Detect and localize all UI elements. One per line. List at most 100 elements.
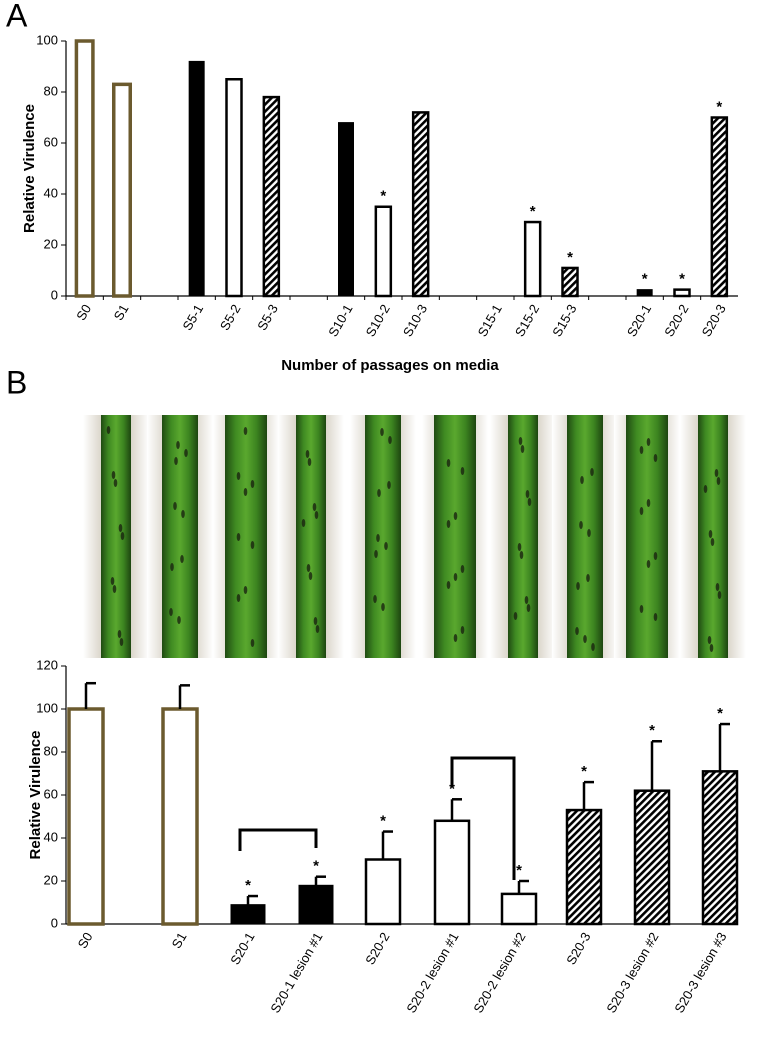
bar xyxy=(636,289,653,297)
significance-marker: * xyxy=(245,877,251,894)
x-tick-label: S10-1 xyxy=(325,302,355,340)
lesion-spot xyxy=(376,534,380,542)
x-tick-label: S15-3 xyxy=(549,302,579,340)
lesion-spot xyxy=(236,594,241,602)
lesion-spot xyxy=(653,454,658,462)
lesion-spot xyxy=(716,477,721,485)
lesion-spot xyxy=(446,581,451,589)
y-tick-label: 80 xyxy=(44,743,58,758)
lesion-spot xyxy=(313,617,318,625)
x-tick-label: S0 xyxy=(73,302,94,323)
x-tick-label: S20-1 lesion #1 xyxy=(267,930,325,1016)
lesion-spot xyxy=(460,565,465,573)
bar xyxy=(565,808,603,926)
leaf xyxy=(101,415,131,658)
lesion-spot xyxy=(305,450,310,458)
leaf xyxy=(225,415,267,658)
y-tick-label: 60 xyxy=(44,134,58,149)
x-tick-label: S1 xyxy=(169,930,190,951)
x-tick-label: S5-2 xyxy=(217,302,244,333)
x-tick-label: S20-3 lesion #2 xyxy=(603,930,661,1016)
lesion-spot xyxy=(579,521,583,529)
bar xyxy=(673,288,691,298)
leaf xyxy=(296,415,326,658)
lesion-spot xyxy=(381,603,385,611)
lesion-spot xyxy=(714,469,719,477)
lesion-spot xyxy=(446,520,451,528)
lesion-spot xyxy=(717,591,722,599)
x-tick-label: S10-2 xyxy=(363,302,393,340)
lesion-spot xyxy=(709,644,714,652)
leaf xyxy=(626,415,668,658)
significance-marker: * xyxy=(581,763,587,780)
bar xyxy=(188,60,205,297)
lesion-spot xyxy=(177,616,181,624)
significance-marker: * xyxy=(717,705,723,722)
x-tick-label: S0 xyxy=(75,930,96,951)
lesion-spot xyxy=(110,577,115,585)
lesion-spot xyxy=(707,636,712,644)
lesion-spot xyxy=(243,488,248,496)
bar xyxy=(338,122,354,297)
lesion-spot xyxy=(250,639,255,647)
significance-marker: * xyxy=(380,188,386,205)
lesion-spot xyxy=(526,604,531,612)
y-tick-label: 120 xyxy=(36,657,58,672)
x-tick-label: S20-3 xyxy=(563,930,593,968)
lesion-spot xyxy=(587,529,591,537)
lesion-spot xyxy=(513,612,518,620)
x-tick-label: S20-1 xyxy=(624,302,654,340)
lesion-spot xyxy=(591,643,595,651)
lesion-spot xyxy=(314,511,319,519)
lesion-spot xyxy=(250,541,255,549)
lesion-spot xyxy=(715,583,720,591)
x-tick-label: S20-2 lesion #1 xyxy=(403,930,461,1016)
lesion-spot xyxy=(518,437,523,445)
x-tick-label: S20-1 xyxy=(227,930,257,968)
bar xyxy=(433,819,471,926)
y-tick-label: 0 xyxy=(51,287,58,302)
lesion-spot xyxy=(520,445,525,453)
x-axis-title: Number of passages on media xyxy=(281,357,499,374)
lesion-spot xyxy=(703,485,708,493)
bar xyxy=(364,858,402,926)
lesion-spot xyxy=(384,542,388,550)
leaf-photos xyxy=(83,415,746,658)
x-tick-label: S20-2 xyxy=(661,302,691,340)
lesion-spot xyxy=(453,512,458,520)
lesion-spot xyxy=(113,479,118,487)
lesion-spot xyxy=(639,605,644,613)
lesion-spot xyxy=(653,552,658,560)
lesion-spot xyxy=(388,436,392,444)
lesion-spot xyxy=(111,471,116,479)
lesion-spot xyxy=(590,468,594,476)
significance-marker: * xyxy=(716,98,722,115)
lesion-spot xyxy=(169,608,173,616)
x-tick-label: S20-2 xyxy=(362,930,392,968)
lesion-spot xyxy=(180,555,184,563)
x-tick-label: S15-2 xyxy=(512,302,542,340)
bar xyxy=(523,220,542,298)
lesion-spot xyxy=(580,476,584,484)
bar xyxy=(262,95,281,298)
lesion-spot xyxy=(524,596,529,604)
leaf xyxy=(434,415,476,658)
bar xyxy=(74,39,95,298)
bar xyxy=(701,770,739,926)
significance-marker: * xyxy=(642,271,648,288)
lesion-spot xyxy=(243,427,248,435)
y-tick-label: 80 xyxy=(44,83,58,98)
x-tick-label: S5-3 xyxy=(254,302,281,333)
x-tick-label: S20-2 lesion #2 xyxy=(470,930,528,1016)
leaf xyxy=(365,415,401,658)
lesion-spot xyxy=(174,457,178,465)
lesion-spot xyxy=(306,564,311,572)
lesion-spot xyxy=(517,543,522,551)
lesion-spot xyxy=(646,499,651,507)
lesion-spot xyxy=(527,498,532,506)
lesion-spot xyxy=(117,630,122,638)
y-tick-label: 0 xyxy=(51,915,58,930)
bracket xyxy=(238,828,318,851)
lesion-spot xyxy=(453,634,458,642)
